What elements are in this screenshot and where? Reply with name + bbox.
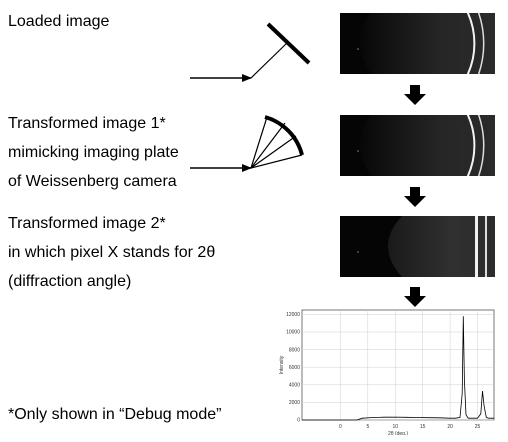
- y-tick-label: 6000: [289, 365, 300, 371]
- transformed-image-1-label-line-3: of Weissenberg camera: [8, 173, 177, 190]
- x-tick-label: 15: [420, 424, 426, 430]
- transformed-image-1-label-line-2: mimicking imaging plate: [8, 144, 179, 161]
- curved-imaging-plate: [264, 115, 304, 156]
- x-tick-label: 10: [392, 424, 398, 430]
- debug-mode-footnote: *Only shown in “Debug mode”: [8, 406, 222, 423]
- loaded-image-label: Loaded image: [8, 13, 110, 30]
- y-tick-label: 0: [297, 418, 300, 424]
- y-axis-label: Intensity: [279, 355, 285, 374]
- reflected-ray: [250, 41, 289, 79]
- transformed-image-2-label-line-1: Transformed image 2*: [8, 215, 166, 232]
- x-tick-label: 5: [366, 424, 369, 430]
- transformed-image-1-panel: [340, 115, 495, 176]
- fan-ray-2: [250, 122, 286, 169]
- x-tick-label: 25: [475, 424, 481, 430]
- flat-plate: [266, 22, 311, 65]
- down-arrow-icon: [404, 287, 426, 307]
- fan-ray-4: [250, 154, 303, 169]
- plot-area: [301, 309, 495, 421]
- transformed-image-2-panel: [340, 216, 495, 277]
- loaded-image-panel: [340, 13, 495, 74]
- down-arrow-icon: [404, 187, 426, 207]
- down-arrow-icon: [404, 85, 426, 105]
- y-tick-label: 8000: [289, 347, 300, 353]
- x-tick-label: 0: [339, 424, 342, 430]
- y-tick-label: 12000: [286, 312, 300, 318]
- x-tick-label: 20: [447, 424, 453, 430]
- transformed-image-1-label-line-1: Transformed image 1*: [8, 115, 166, 132]
- y-tick-label: 2000: [289, 400, 300, 406]
- weissenberg-plate-icon: [190, 115, 304, 172]
- x-axis-label: 2θ (deg.): [388, 431, 408, 435]
- intensity-profile-chart: 0 5 10 15 20 25 0 2000 4000 6000 8000 10000 12000 2θ …: [279, 309, 495, 435]
- y-tick-label: 10000: [286, 330, 300, 336]
- flat-plate-icon: [190, 22, 311, 82]
- fan-ray-1: [250, 116, 268, 169]
- transformed-image-2-label-line-2: in which pixel X stands for 2θ: [8, 244, 216, 261]
- transformed-image-2-label-line-3: (diffraction angle): [8, 273, 132, 290]
- series-line: [302, 316, 494, 421]
- y-tick-label: 4000: [289, 383, 300, 389]
- fan-ray-3: [250, 135, 297, 169]
